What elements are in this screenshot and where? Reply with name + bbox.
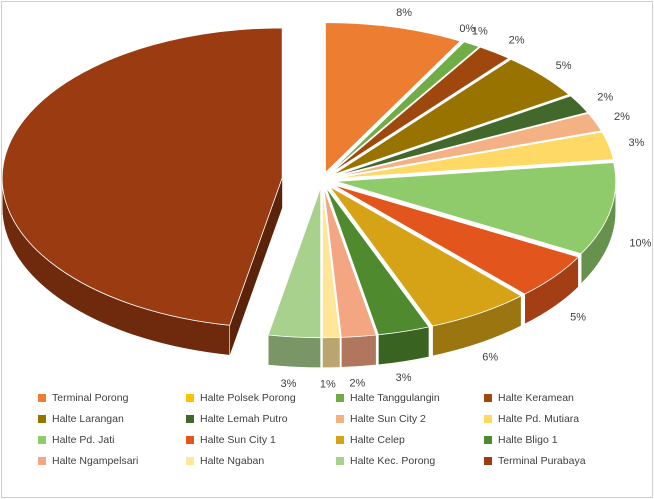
legend-swatch	[336, 415, 344, 423]
data-label: 2%	[597, 91, 613, 103]
pie-slice	[329, 46, 510, 175]
legend-item: Halte Pd. Jati	[38, 434, 186, 446]
data-label: 1%	[320, 379, 336, 390]
legend-swatch	[336, 394, 344, 402]
pie-slice	[332, 58, 570, 176]
legend-label: Halte Lemah Putro	[200, 413, 288, 425]
legend-label: Halte Larangan	[52, 413, 124, 425]
legend-item: Halte Polsek Porong	[186, 392, 336, 404]
pie-slice	[325, 22, 462, 174]
slice-side-wall	[322, 337, 341, 368]
legend-swatch	[186, 436, 194, 444]
pie-chart: 8%0%1%2%5%2%2%3%10%5%6%3%2%1%3%47%	[1, 7, 652, 390]
chart-legend: Terminal Porong Halte Polsek Porong Halte …	[38, 392, 638, 467]
legend-swatch	[484, 415, 492, 423]
legend-swatch	[38, 394, 46, 402]
data-label: 2%	[349, 377, 365, 389]
legend-swatch	[38, 457, 46, 465]
data-label: 0%	[459, 23, 475, 35]
legend-item: Halte Bligo 1	[484, 434, 634, 446]
legend-label: Halte Kec. Porong	[350, 455, 436, 467]
legend-swatch	[186, 415, 194, 423]
legend-item: Halte Celep	[336, 434, 484, 446]
legend-item: Halte Sun City 2	[336, 413, 484, 425]
data-label: 5%	[570, 311, 586, 323]
legend-item: Halte Tanggulangin	[336, 392, 484, 404]
legend-item: Terminal Purabaya	[484, 455, 634, 467]
legend-item: Halte Keramean	[484, 392, 634, 404]
legend-label: Halte Bligo 1	[498, 434, 558, 446]
legend-label: Halte Polsek Porong	[200, 392, 296, 404]
legend-label: Terminal Porong	[52, 392, 129, 404]
data-label: 8%	[396, 7, 412, 19]
legend-label: Halte Ngampelsari	[52, 455, 139, 467]
legend-item: Terminal Porong	[38, 392, 186, 404]
legend-swatch	[186, 457, 194, 465]
legend-label: Halte Pd. Mutiara	[498, 413, 580, 425]
legend-swatch	[484, 436, 492, 444]
legend-swatch	[38, 415, 46, 423]
legend-swatch	[484, 394, 492, 402]
data-label: 6%	[482, 352, 498, 364]
pie-slice	[335, 162, 617, 255]
slice-cut-face	[229, 177, 283, 356]
legend-item: Halte Kec. Porong	[336, 455, 484, 467]
legend-item: Halte Larangan	[38, 413, 186, 425]
pie-slice	[332, 184, 580, 295]
legend-swatch	[484, 457, 492, 465]
data-label: 3%	[628, 137, 644, 149]
legend-item: Halte Ngaban	[186, 455, 336, 467]
legend-swatch	[336, 436, 344, 444]
pie-slice	[322, 187, 341, 339]
legend-item: Halte Ngampelsari	[38, 455, 186, 467]
pie-slice	[328, 41, 480, 174]
data-label: 2%	[614, 111, 630, 123]
pie-slice	[329, 186, 523, 327]
legend-label: Halte Tanggulangin	[350, 392, 440, 404]
legend-label: Halte Sun City 2	[350, 413, 426, 425]
legend-swatch	[38, 436, 46, 444]
pie-slice	[335, 131, 614, 179]
data-label: 3%	[280, 378, 296, 390]
legend-label: Halte Ngaban	[200, 455, 265, 467]
legend-label: Halte Pd. Jati	[52, 434, 115, 446]
data-label: 10%	[629, 238, 651, 250]
slice-side-wall	[267, 334, 321, 368]
slice-side-wall	[341, 334, 377, 368]
pie-slice	[1, 27, 283, 326]
legend-label: Halte Sun City 1	[200, 434, 276, 446]
data-label: 1%	[472, 25, 488, 37]
pie-slice	[334, 95, 589, 177]
legend-item: Halte Pd. Mutiara	[484, 413, 634, 425]
legend-item: Halte Sun City 1	[186, 434, 336, 446]
pie-slice	[334, 112, 602, 178]
legend-label: Terminal Purabaya	[498, 455, 586, 467]
legend-swatch	[186, 394, 194, 402]
legend-label: Halte Keramean	[498, 392, 574, 404]
data-label: 2%	[509, 34, 525, 46]
pie-slice	[323, 187, 377, 338]
data-label: 3%	[396, 372, 412, 384]
legend-label: Halte Celep	[350, 434, 405, 446]
data-label: 5%	[556, 60, 572, 72]
legend-swatch	[336, 457, 344, 465]
pie-slice	[325, 187, 430, 336]
legend-item: Halte Lemah Putro	[186, 413, 336, 425]
pie-slice	[267, 187, 322, 339]
